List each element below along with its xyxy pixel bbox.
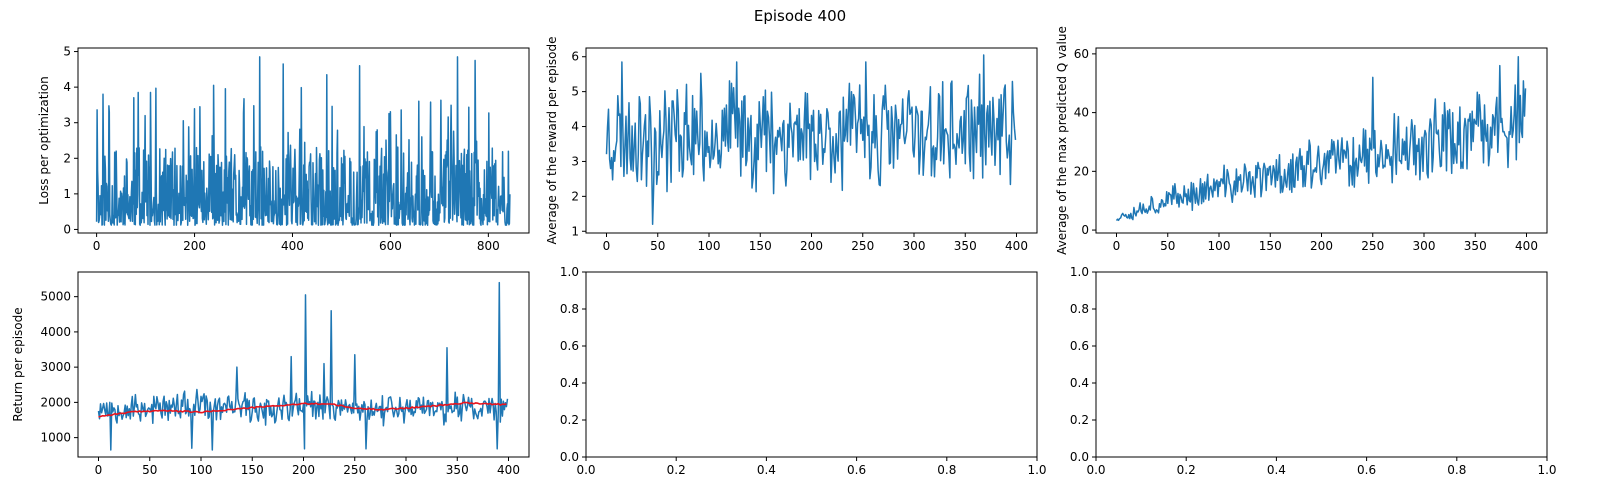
y-axis-label: Average of the reward per episode <box>545 36 559 244</box>
axes-frame <box>77 47 530 234</box>
y-tick-label: 4 <box>63 80 71 94</box>
x-tick-label: 100 <box>1208 239 1231 253</box>
x-tick-label: 150 <box>749 239 772 253</box>
x-tick-label: 50 <box>142 463 157 477</box>
x-tick-label: 250 <box>851 239 874 253</box>
x-tick-label: 350 <box>954 239 977 253</box>
x-tick-label: 0.2 <box>1177 463 1196 477</box>
y-tick-label: 0.2 <box>560 413 579 427</box>
subplot-5: 0.0 0.2 0.4 0.6 0.8 1.0 0.0 0.2 0.4 0.6 0.8 1.0 <box>560 265 1047 477</box>
y-axis-label: Loss per optimization <box>37 76 51 205</box>
y-tick-label: 3 <box>571 154 579 168</box>
series-line-1 <box>605 54 1017 226</box>
y-tick-label: 0.4 <box>1070 376 1089 390</box>
subplot-1: 0 200 400 600 800 0 1 2 3 4 5 Loss per optimization <box>37 45 530 253</box>
y-tick-label: 0.0 <box>560 450 579 464</box>
x-tick-label: 100 <box>190 463 213 477</box>
x-tick-label: 350 <box>1464 239 1487 253</box>
x-tick-label: 0.0 <box>1086 463 1105 477</box>
x-tick-label: 150 <box>1259 239 1282 253</box>
subplot-6: 0.0 0.2 0.4 0.6 0.8 1.0 0.0 0.2 0.4 0.6 0.8 1.0 <box>1070 265 1557 477</box>
x-tick-label: 600 <box>379 239 402 253</box>
x-tick-label: 150 <box>241 463 264 477</box>
x-tick-label: 200 <box>1310 239 1333 253</box>
x-tick-label: 250 <box>343 463 366 477</box>
y-tick-label: 0.6 <box>560 339 579 353</box>
figure-suptitle: Episode 400 <box>753 7 847 25</box>
x-tick-label: 200 <box>292 463 315 477</box>
series-line-1 <box>95 56 511 226</box>
y-tick-label: 1.0 <box>560 265 579 279</box>
y-tick-label: 4 <box>571 120 579 134</box>
y-tick-label: 0.8 <box>560 302 579 316</box>
axes-frame <box>585 271 1038 458</box>
x-tick-label: 350 <box>446 463 469 477</box>
x-tick-label: 0.8 <box>937 463 956 477</box>
series-line-2 <box>98 401 507 418</box>
x-tick-label: 200 <box>800 239 823 253</box>
x-tick-label: 200 <box>183 239 206 253</box>
x-tick-label: 0 <box>95 463 103 477</box>
x-tick-label: 400 <box>281 239 304 253</box>
y-tick-label: 0 <box>1081 223 1089 237</box>
y-tick-label: 1 <box>571 224 579 238</box>
y-axis-label: Return per episode <box>11 307 25 421</box>
x-tick-label: 250 <box>1361 239 1384 253</box>
x-tick-label: 50 <box>650 239 665 253</box>
x-tick-label: 400 <box>1515 239 1538 253</box>
x-tick-label: 0.8 <box>1447 463 1466 477</box>
subplot-3: 0 50 100 150 200 250 300 350 400 0 20 40 60 Average o… <box>1055 26 1548 255</box>
y-tick-label: 0.2 <box>1070 413 1089 427</box>
y-tick-label: 0.6 <box>1070 339 1089 353</box>
x-tick-label: 0 <box>93 239 101 253</box>
x-tick-label: 50 <box>1160 239 1175 253</box>
x-tick-label: 300 <box>903 239 926 253</box>
x-tick-label: 0.2 <box>667 463 686 477</box>
x-tick-label: 400 <box>497 463 520 477</box>
y-tick-label: 0.0 <box>1070 450 1089 464</box>
x-tick-label: 0.4 <box>1267 463 1286 477</box>
y-tick-label: 1000 <box>40 431 71 445</box>
x-tick-label: 0 <box>603 239 611 253</box>
y-tick-label: 3000 <box>40 360 71 374</box>
y-tick-label: 0 <box>63 222 71 236</box>
x-tick-label: 100 <box>698 239 721 253</box>
x-tick-label: 400 <box>1005 239 1028 253</box>
x-tick-label: 1.0 <box>1537 463 1556 477</box>
x-tick-label: 800 <box>477 239 500 253</box>
x-tick-label: 0.6 <box>847 463 866 477</box>
y-axis-label: Average of the max predicted Q value <box>1055 26 1069 255</box>
y-tick-label: 40 <box>1074 106 1089 120</box>
y-tick-label: 3 <box>63 116 71 130</box>
y-tick-label: 5 <box>63 45 71 59</box>
y-tick-label: 5000 <box>40 290 71 304</box>
y-tick-label: 0.8 <box>1070 302 1089 316</box>
x-tick-label: 1.0 <box>1027 463 1046 477</box>
series-line-1 <box>97 281 509 451</box>
y-tick-label: 2 <box>571 189 579 203</box>
x-tick-label: 0.6 <box>1357 463 1376 477</box>
x-tick-label: 0.4 <box>757 463 776 477</box>
axes-frame <box>1095 271 1548 458</box>
subplot-2: 0 50 100 150 200 250 300 350 400 1 2 3 4 5 6 Average of… <box>545 36 1038 253</box>
y-tick-label: 2 <box>63 151 71 165</box>
y-tick-label: 2000 <box>40 395 71 409</box>
x-tick-label: 0 <box>1113 239 1121 253</box>
y-tick-label: 4000 <box>40 325 71 339</box>
y-tick-label: 1 <box>63 187 71 201</box>
y-tick-label: 20 <box>1074 164 1089 178</box>
subplot-4: 0 50 100 150 200 250 300 350 400 1000 2000 3000 4000… <box>11 271 530 477</box>
x-tick-label: 0.0 <box>576 463 595 477</box>
y-tick-label: 0.4 <box>560 376 579 390</box>
y-tick-label: 6 <box>571 50 579 64</box>
x-tick-label: 300 <box>395 463 418 477</box>
y-tick-label: 60 <box>1074 47 1089 61</box>
x-tick-label: 300 <box>1413 239 1436 253</box>
series-line-1 <box>1115 56 1527 222</box>
y-tick-label: 5 <box>571 85 579 99</box>
y-tick-label: 1.0 <box>1070 265 1089 279</box>
